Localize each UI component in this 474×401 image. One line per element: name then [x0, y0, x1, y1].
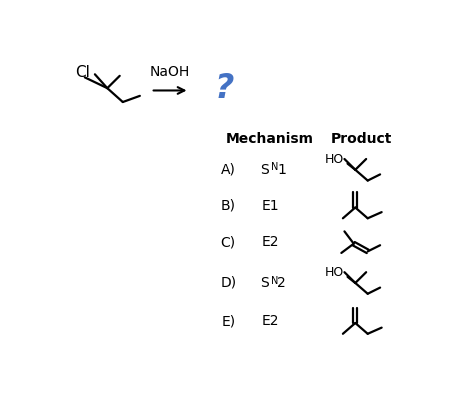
Text: S: S: [260, 276, 268, 290]
Text: E): E): [221, 314, 235, 328]
Text: N: N: [271, 162, 278, 172]
Text: HO: HO: [325, 152, 345, 166]
Text: D): D): [220, 276, 236, 290]
Text: S: S: [260, 163, 268, 177]
Text: 1: 1: [277, 163, 286, 177]
Text: Cl: Cl: [75, 65, 90, 80]
Text: A): A): [221, 163, 236, 177]
Text: HO: HO: [325, 266, 345, 279]
Text: Mechanism: Mechanism: [226, 132, 314, 146]
Text: Product: Product: [331, 132, 392, 146]
Text: C): C): [220, 235, 236, 249]
Text: E2: E2: [261, 314, 279, 328]
Text: N: N: [271, 275, 278, 286]
Text: NaOH: NaOH: [150, 65, 190, 79]
Text: 2: 2: [277, 276, 286, 290]
Text: E2: E2: [261, 235, 279, 249]
Text: B): B): [221, 199, 236, 213]
Text: ?: ?: [214, 73, 234, 105]
Text: E1: E1: [261, 199, 279, 213]
